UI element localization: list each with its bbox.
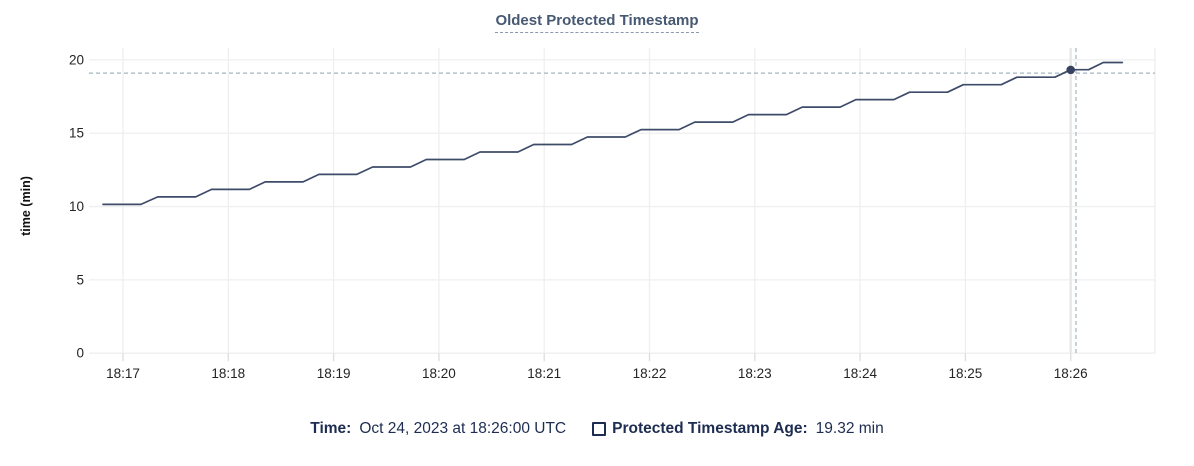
x-tick-label: 18:23 (738, 366, 772, 381)
y-tick-label: 15 (69, 126, 84, 141)
x-tick-label: 18:17 (106, 366, 140, 381)
chart-plot[interactable]: 0 5 10 15 20 18:17 18:18 18:19 18:20 18:21 18:22 18… (0, 40, 1194, 412)
y-tick-label: 5 (76, 272, 84, 287)
series-line (102, 61, 1124, 206)
series-checkbox[interactable] (592, 422, 607, 436)
hover-time-label: Time: (310, 420, 352, 437)
y-tick-label: 0 (76, 346, 84, 361)
y-tick-label: 10 (69, 199, 84, 214)
hover-time-value: Oct 24, 2023 at 18:26:00 UTC (359, 420, 567, 437)
series-value: 19.32 min (815, 420, 884, 437)
x-tick-label: 18:26 (1054, 366, 1088, 381)
series-name-label: Protected Timestamp Age: (612, 420, 808, 437)
hover-point-dot (1066, 65, 1075, 75)
chart-title[interactable]: Oldest Protected Timestamp (495, 12, 699, 33)
x-tick-label: 18:25 (949, 366, 983, 381)
y-axis-title: time (min) (19, 176, 33, 236)
x-tick-label: 18:19 (317, 366, 351, 381)
x-tick-label: 18:22 (633, 366, 667, 381)
x-tick-label: 18:20 (422, 366, 456, 381)
x-tick-label: 18:18 (211, 366, 245, 381)
x-tick-label: 18:24 (843, 366, 877, 381)
chart-header: Oldest Protected Timestamp (0, 12, 1194, 33)
y-tick-label: 20 (69, 52, 84, 67)
x-tick-label: 18:21 (527, 366, 561, 381)
hover-legend: Time: Oct 24, 2023 at 18:26:00 UTC Prote… (0, 420, 1194, 438)
